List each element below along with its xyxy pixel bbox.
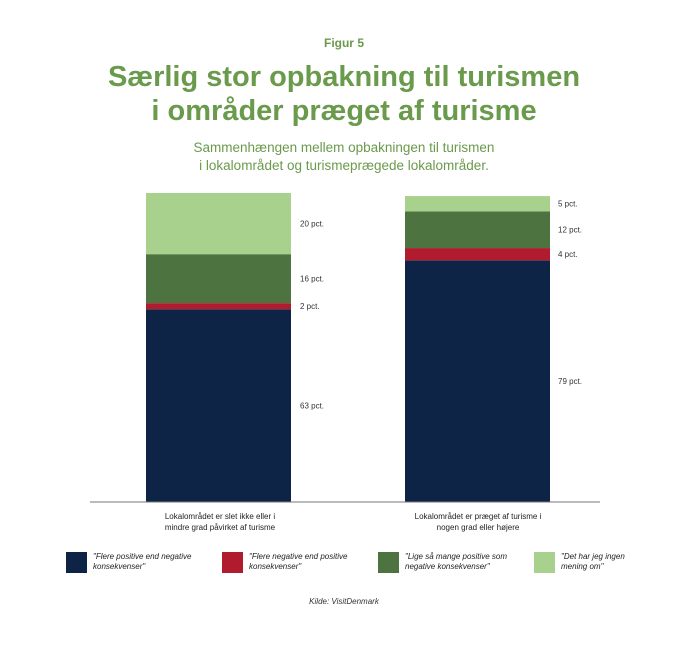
legend-text-positive-line1: "Flere positive end negative (93, 552, 192, 561)
category-label-1-line1: Lokalområdet er slet ikke eller i (164, 512, 276, 521)
legend-text-positive-line2: konsekvenser" (93, 562, 146, 571)
legend-swatch-negative (222, 552, 243, 573)
legend-swatch-positive (66, 552, 87, 573)
chart-subtitle-line1: Sammenhængen mellem opbakningen til turi… (193, 140, 495, 155)
category-label-2-line2: nogen grad eller højere (436, 523, 520, 532)
legend-text-equal-line1: "Lige så mange positive som (405, 552, 508, 561)
chart-title-line2: i områder præget af turisme (151, 95, 537, 127)
chart-subtitle-line2: i lokalområdet og turismeprægede lokalom… (199, 158, 489, 173)
bar-segment-equal-1 (146, 254, 291, 304)
segment-label-dont_know-2: 5 pct. (558, 200, 578, 209)
legend-swatch-dont-know (534, 552, 555, 573)
category-label-2-line1: Lokalområdet er præget af turisme i (414, 512, 542, 521)
bars-group (146, 193, 550, 502)
bar-segment-negative-1 (146, 303, 291, 310)
segment-labels-group: 63 pct. 2 pct. 16 pct. 20 pct. 79 pct. 4 pct.… (300, 200, 582, 411)
figure-label: Figur 5 (323, 36, 364, 50)
legend-text-dont-know-line2: mening om" (561, 562, 604, 571)
legend-item-negative: "Flere negative end positive konsekvense… (222, 552, 359, 573)
legend-text-dont-know-line1: "Det har jeg ingen (561, 552, 625, 561)
legend-text-negative-line2: konsekvenser" (249, 562, 302, 571)
bar-segment-dont_know-1 (146, 193, 291, 255)
segment-label-positive-1: 63 pct. (300, 402, 324, 411)
segment-label-equal-2: 12 pct. (558, 226, 582, 235)
category-label-2: Lokalområdet er præget af turisme i noge… (378, 511, 578, 533)
legend-item-positive: "Flere positive end negative konsekvense… (66, 552, 203, 573)
legend-text-positive: "Flere positive end negative konsekvense… (93, 552, 203, 572)
bar-segment-dont_know-2 (405, 196, 550, 212)
bar-segment-positive-1 (146, 309, 291, 502)
bar-segment-negative-2 (405, 248, 550, 261)
legend-text-equal: "Lige så mange positive som negative kon… (405, 552, 515, 572)
legend-text-negative-line1: "Flere negative end positive (249, 552, 348, 561)
category-label-1: Lokalområdet er slet ikke eller i mindre… (120, 511, 320, 533)
segment-label-positive-2: 79 pct. (558, 377, 582, 386)
legend-text-dont-know: "Det har jeg ingen mening om" (561, 552, 671, 572)
chart-subtitle: Sammenhængen mellem opbakningen til turi… (0, 139, 688, 175)
legend-swatch-equal (378, 552, 399, 573)
source-note: Kilde: VisitDenmark (309, 597, 379, 606)
segment-label-negative-1: 2 pct. (300, 302, 320, 311)
segment-label-dont_know-1: 20 pct. (300, 220, 324, 229)
chart-title-line1: Særlig stor opbakning til turismen (107, 61, 581, 93)
legend-text-equal-line2: negative konsekvenser" (405, 562, 490, 571)
segment-label-equal-1: 16 pct. (300, 275, 324, 284)
segment-label-negative-2: 4 pct. (558, 250, 578, 259)
bar-segment-equal-2 (405, 211, 550, 249)
category-label-1-line2: mindre grad påvirket af turisme (164, 523, 276, 532)
legend-item-equal: "Lige så mange positive som negative kon… (378, 552, 515, 573)
bar-segment-positive-2 (405, 260, 550, 502)
legend-text-negative: "Flere negative end positive konsekvense… (249, 552, 359, 572)
legend-item-dont-know: "Det har jeg ingen mening om" (534, 552, 671, 573)
chart-title: Særlig stor opbakning til turismen i omr… (0, 60, 688, 128)
